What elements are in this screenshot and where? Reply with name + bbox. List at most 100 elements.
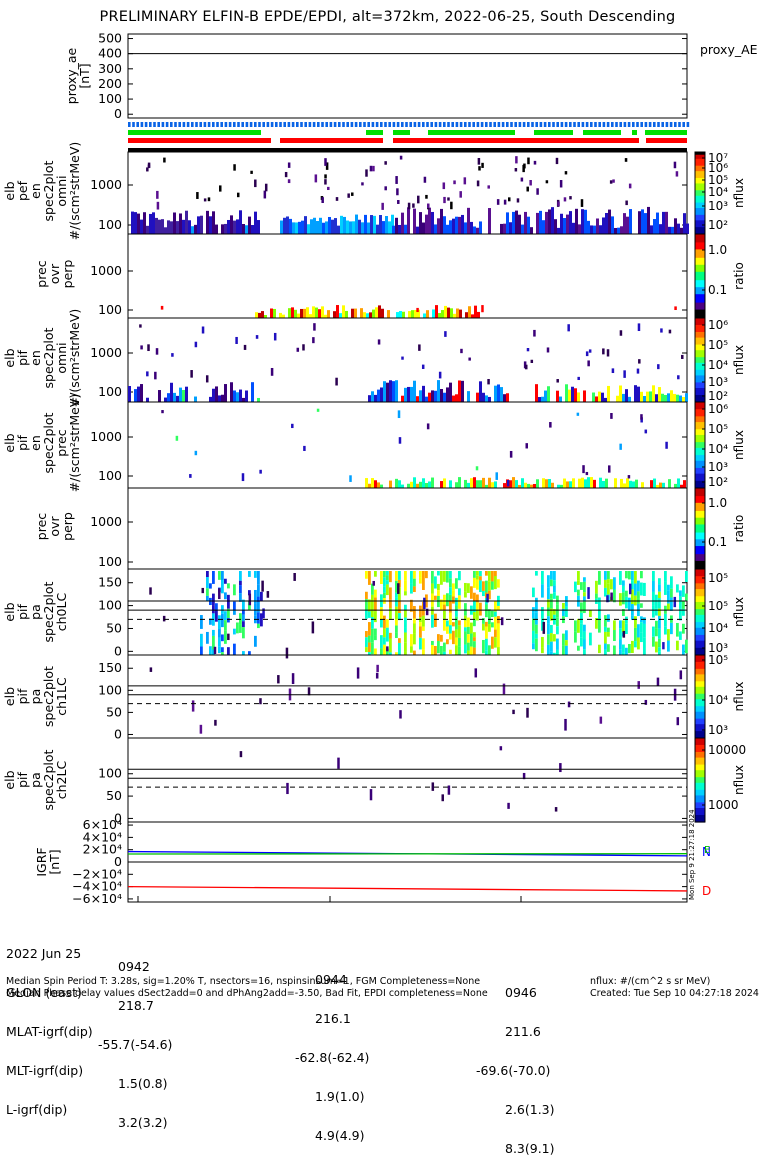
status-blue-tick: [632, 122, 635, 127]
spectrogram-cell: [580, 637, 583, 646]
spectrogram-cell: [676, 584, 679, 592]
spectrogram-speck: [336, 197, 339, 201]
spectrogram-cell: [221, 634, 224, 641]
spectrogram-cell: [434, 391, 437, 402]
spectrogram-cell: [395, 479, 398, 488]
spectrogram-cell: [206, 577, 209, 588]
spectrogram-cell: [503, 483, 506, 488]
spectrogram-cell: [254, 571, 257, 578]
spectrogram-cell: [352, 221, 355, 234]
spectrogram-cell: [369, 312, 372, 318]
spectrogram-cell: [173, 393, 176, 402]
status-blue-tick: [372, 122, 375, 127]
spectrogram-cell: [437, 571, 440, 575]
panel-6-colorbar: [695, 569, 705, 656]
spectrogram-cell: [476, 602, 479, 609]
spectrogram-cell: [434, 576, 437, 588]
spectrogram-cell: [239, 613, 242, 624]
spectrogram-cell: [449, 383, 452, 402]
spectrogram-speck: [254, 180, 257, 188]
spectrogram-speck: [676, 171, 679, 176]
spectrogram-cell: [584, 479, 587, 488]
status-blue-tick: [456, 122, 459, 127]
status-blue-tick: [645, 122, 648, 127]
spectrogram-cell: [371, 629, 374, 643]
spectrogram-speck: [265, 184, 268, 192]
status-blue-tick: [628, 122, 631, 127]
spectrogram-speck: [662, 642, 665, 649]
spectrogram-speck: [623, 370, 626, 378]
status-green-bar: [393, 130, 410, 135]
panel-4-colorbar-label: nflux: [732, 430, 746, 460]
spectrogram-cell: [583, 390, 586, 402]
spectrogram-cell: [289, 219, 292, 234]
panel-1-top-band: [128, 148, 687, 152]
spectrogram-cell: [479, 480, 482, 488]
spectrogram-cell: [458, 571, 461, 580]
spectrogram-speck: [495, 472, 498, 480]
footer-line-2: Median Phase delay values dSect2add=0 an…: [6, 988, 488, 999]
spectrogram-cell: [521, 225, 524, 234]
spectrogram-cell: [652, 627, 655, 637]
spectrogram-cell: [389, 638, 392, 652]
status-blue-tick: [288, 122, 291, 127]
spectrogram-speck: [327, 187, 330, 190]
spectrogram-speck: [163, 158, 166, 163]
spectrogram-speck: [250, 171, 253, 174]
status-blue-tick: [451, 122, 454, 127]
spectrogram-cell: [595, 594, 598, 599]
status-blue-tick: [334, 122, 337, 127]
spectrogram-cell: [640, 622, 643, 632]
spectrogram-cell: [631, 604, 634, 615]
spectrogram-cell: [313, 218, 316, 234]
spectrogram-cell: [647, 207, 650, 234]
status-blue-tick: [241, 122, 244, 127]
spectrogram-cell: [443, 620, 446, 631]
spectrogram-cell: [485, 395, 488, 402]
spectrogram-speck: [507, 803, 510, 809]
spectrogram-cell: [434, 646, 437, 655]
spectrogram-cell: [643, 648, 646, 655]
spectrogram-speck: [195, 342, 198, 348]
spectrogram-cell: [497, 647, 500, 655]
spectrogram-cell: [625, 571, 628, 578]
status-blue-tick: [510, 122, 513, 127]
spectrogram-cell: [682, 645, 685, 655]
spectrogram-cell: [422, 650, 425, 655]
spectrogram-speck: [607, 349, 610, 356]
spectrogram-cell: [398, 225, 401, 234]
orbit-info-block: 2022 Jun 25 0942 0944 0946 GLON (east) 2…: [6, 908, 22, 1116]
spectrogram-cell: [170, 383, 173, 402]
spectrogram-cell: [667, 585, 670, 591]
spectrogram-cell: [677, 224, 680, 234]
panel-2-tick-label: 1000: [90, 263, 122, 278]
spectrogram-cell: [583, 639, 586, 649]
spectrogram-cell: [491, 571, 494, 581]
spectrogram-speck: [587, 360, 590, 366]
spectrogram-cell: [494, 617, 497, 630]
panel-4-tick-label: 1000: [90, 429, 122, 444]
status-blue-tick: [220, 122, 223, 127]
spectrogram-speck: [487, 185, 490, 188]
spectrogram-cell: [482, 393, 485, 402]
spectrogram-speck: [386, 646, 389, 651]
spectrogram-cell: [548, 209, 551, 234]
spectrogram-cell: [572, 223, 575, 234]
mlt-value: 1.9(1.0): [315, 1090, 365, 1103]
spectrogram-speck: [527, 348, 530, 351]
spectrogram-cell: [470, 623, 473, 634]
spectrogram-speck: [475, 668, 478, 677]
spectrogram-speck: [448, 785, 451, 794]
status-blue-tick: [153, 122, 156, 127]
status-blue-tick: [506, 122, 509, 127]
spectrogram-cell: [550, 625, 553, 633]
spectrogram-cell: [375, 307, 378, 318]
spectrogram-cell: [628, 397, 631, 402]
panel-4-colorbar: [695, 402, 705, 489]
status-blue-tick: [145, 122, 148, 127]
spectrogram-speck: [546, 180, 549, 183]
status-blue-tick: [313, 122, 316, 127]
spectrogram-speck: [312, 621, 315, 633]
status-blue-tick: [330, 122, 333, 127]
spectrogram-cell: [428, 393, 431, 402]
